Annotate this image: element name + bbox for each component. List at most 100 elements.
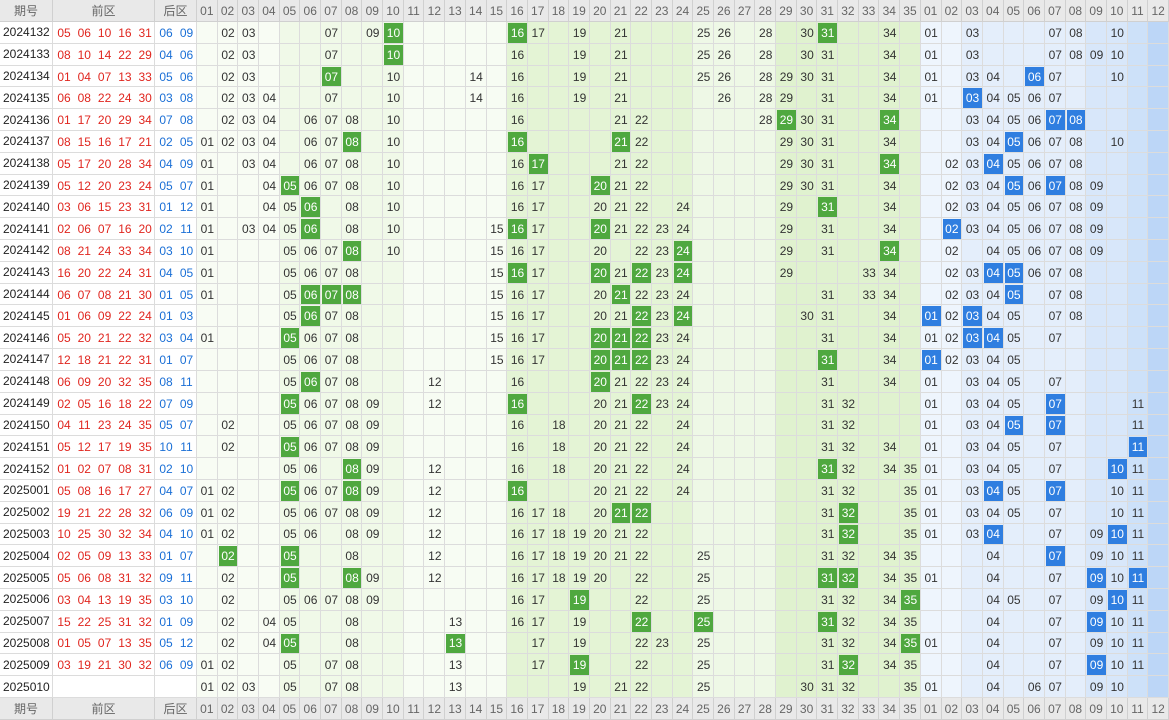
back-number: 07: [179, 352, 194, 367]
back-grid-bg: [941, 152, 963, 175]
back-number: 01: [159, 309, 173, 324]
front-grid-bg: [755, 588, 777, 611]
front-grid-bg: [321, 610, 342, 633]
front-number: 31: [138, 462, 152, 477]
back-grid-bg: [1148, 43, 1169, 66]
back-grid-number: 07: [1048, 505, 1062, 520]
front-grid-number: 05: [283, 505, 297, 520]
back-grid-bg: [1024, 545, 1045, 568]
front-grid-bg: [651, 479, 673, 502]
front-grid-bg: [403, 414, 425, 437]
front-grid-number: 31: [821, 658, 835, 673]
back-grid-number: 03: [965, 352, 980, 367]
front-grid-number: 08: [345, 505, 359, 520]
front-grid-number: 17: [531, 527, 545, 542]
front-number: 31: [138, 200, 152, 215]
front-grid-number: 35: [901, 633, 920, 654]
front-grid-bg: [548, 349, 570, 371]
front-grid-bg: [879, 43, 901, 66]
back-grid-bg: [1024, 458, 1045, 480]
front-grid-bg: [610, 610, 632, 633]
front-grid-number: 34: [883, 636, 897, 651]
back-grid-bg: [1065, 218, 1087, 241]
front-grid-bg: [341, 152, 363, 175]
front-grid-bg: [238, 567, 260, 589]
front-grid-number: 09: [366, 462, 380, 477]
front-grid-bg: [900, 131, 921, 153]
front-grid-bg: [259, 261, 280, 284]
front-col-header: 22: [631, 698, 652, 720]
back-grid-bg: [1024, 632, 1045, 655]
back-grid-number: 10: [1110, 483, 1124, 498]
front-grid-bg: [651, 43, 673, 66]
back-number: 04: [159, 483, 173, 498]
front-grid-bg: [279, 196, 301, 219]
front-grid-number: 19: [572, 527, 587, 542]
front-grid-number: 21: [611, 502, 631, 523]
front-grid-bg: [548, 109, 570, 132]
front-grid-bg: [403, 196, 425, 219]
issue-cell: 2024136: [0, 109, 53, 132]
front-number: 09: [97, 309, 112, 324]
header-front: 前区: [53, 698, 155, 720]
front-grid-bg: [858, 392, 880, 415]
front-grid-bg: [445, 349, 466, 371]
back-grid-bg: [1127, 196, 1149, 219]
front-grid-bg: [610, 654, 632, 677]
front-grid-number: 16: [510, 331, 525, 346]
front-col-header: 01: [197, 0, 218, 22]
back-grid-bg: [1024, 174, 1045, 197]
front-grid-bg: [755, 610, 777, 633]
front-number: 19: [118, 440, 132, 455]
front-grid-bg: [279, 22, 301, 44]
back-grid-bg: [920, 654, 942, 677]
front-grid-bg: [734, 414, 756, 437]
front-grid-bg: [631, 87, 652, 110]
front-number: 13: [118, 69, 132, 84]
front-grid-bg: [879, 218, 901, 241]
front-grid-bg: [279, 240, 301, 262]
front-grid-number: 08: [342, 568, 362, 588]
front-grid-bg: [610, 22, 632, 44]
front-number: 08: [57, 243, 71, 258]
front-grid-bg: [445, 283, 466, 306]
back-grid-bg: [1065, 632, 1087, 655]
front-grid-bg: [445, 392, 466, 415]
front-grid-bg: [858, 654, 880, 677]
front-grid-bg: [776, 22, 797, 44]
front-grid-bg: [383, 523, 404, 546]
front-grid-bg: [569, 305, 590, 328]
front-grid-bg: [403, 87, 425, 110]
front-grid-bg: [651, 174, 673, 197]
front-grid-bg: [796, 109, 818, 132]
back-grid-bg: [1127, 261, 1149, 284]
front-grid-bg: [527, 676, 549, 698]
front-col-header: 21: [610, 0, 632, 22]
back-grid-number: 11: [1131, 483, 1145, 498]
front-grid-bg: [693, 218, 714, 241]
front-col-header: 14: [465, 698, 487, 720]
front-grid-bg: [527, 22, 549, 44]
front-number: 17: [77, 156, 91, 171]
back-grid-number: 02: [945, 200, 959, 215]
front-grid-bg: [383, 174, 404, 197]
front-grid-bg: [651, 283, 673, 306]
front-grid-number: 31: [821, 680, 835, 695]
back-grid-number: 05: [1007, 200, 1021, 215]
front-col-header: 16: [507, 0, 528, 22]
back-grid-bg: [920, 261, 942, 284]
front-grid-bg: [465, 305, 487, 328]
front-grid-number: 24: [676, 200, 690, 215]
header-back: 后区: [155, 698, 197, 720]
front-grid-number: 05: [280, 328, 300, 349]
front-grid-number: 29: [779, 200, 794, 215]
front-grid-bg: [858, 305, 880, 328]
front-grid-number: 34: [883, 265, 897, 280]
front-grid-bg: [362, 196, 384, 219]
back-grid-bg: [1148, 501, 1169, 524]
front-grid-bg: [714, 131, 735, 153]
back-grid-number: 01: [924, 571, 938, 586]
front-cell: [53, 22, 155, 44]
front-grid-bg: [486, 305, 508, 328]
front-grid-bg: [858, 152, 880, 175]
